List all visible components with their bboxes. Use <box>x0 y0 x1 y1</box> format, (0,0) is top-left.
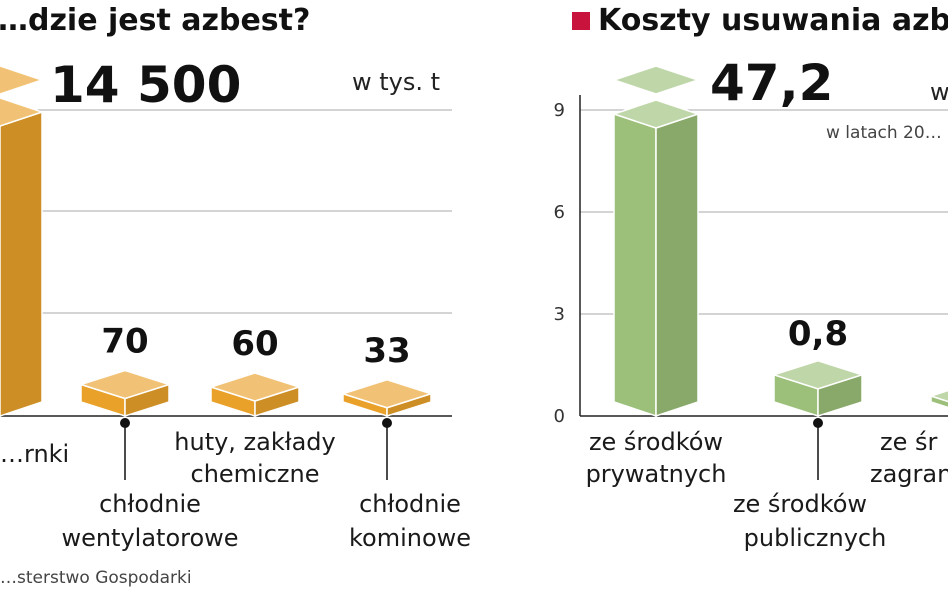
left-bar-0-break-cap-top <box>0 65 45 95</box>
right-bar-1 <box>771 360 865 418</box>
right-bar-0-value-label: 47,2 <box>710 54 833 112</box>
right-bar-0-break-cap-top <box>611 65 701 95</box>
left-callout-3-dot <box>382 418 392 428</box>
right-bar-0 <box>611 99 701 418</box>
right-category-2-line1: ze śr <box>880 428 937 456</box>
right-bar-0-top <box>611 99 701 129</box>
right-bar-0-side <box>655 112 699 418</box>
left-bar-0 <box>0 97 45 418</box>
left-bar-0-value-label: 14 500 <box>50 56 241 114</box>
right-category-0-line1: ze środków <box>589 428 723 456</box>
left-bar-0-top <box>0 97 45 127</box>
right-bar-2 <box>928 389 948 409</box>
left-chart-title: …dzie jest azbest? <box>0 3 310 38</box>
left-bar-2-top <box>208 372 302 402</box>
right-category-0-line2: prywatnych <box>586 460 727 488</box>
left-bar-2 <box>208 372 302 418</box>
left-category-3-line2: kominowe <box>349 524 471 552</box>
right-subtitle: w latach 20… <box>826 123 942 143</box>
right-y-tick-1: 3 <box>554 304 565 325</box>
right-category-2-line2: zagran <box>870 460 948 488</box>
right-bar-0-break-cap <box>611 65 701 95</box>
source-note: …sterstwo Gospodarki <box>0 568 192 588</box>
left-category-1-line1: chłodnie <box>99 490 201 518</box>
right-y-tick-2: 6 <box>554 202 565 223</box>
right-title-marker <box>572 12 590 30</box>
left-category-1-line2: wentylatorowe <box>61 524 238 552</box>
left-category-2-line1: huty, zakłady <box>174 428 335 456</box>
right-chart-title: Koszty usuwania azb… <box>598 3 948 38</box>
left-bar-0-side <box>0 110 43 417</box>
left-bar-3-value-label: 33 <box>363 331 410 371</box>
right-y-tick-3: 9 <box>554 100 565 121</box>
right-bar-2-front <box>930 394 948 409</box>
left-bar-2-value-label: 60 <box>231 324 278 364</box>
left-bar-3 <box>340 378 434 418</box>
right-unit-label: w… <box>930 78 948 106</box>
right-callout-1-dot <box>813 418 823 428</box>
left-category-0-label: …rnki <box>0 440 69 468</box>
left-callout-1-dot <box>120 418 130 428</box>
right-category-1-line2: publicznych <box>744 524 887 552</box>
right-y-tick-0: 0 <box>554 406 565 427</box>
left-category-2-line2: chemiczne <box>191 460 320 488</box>
right-bar-2-top <box>928 389 948 403</box>
left-bar-1-value-label: 70 <box>101 322 148 362</box>
left-bar-0-break-cap <box>0 65 45 95</box>
left-unit-label: w tys. t <box>352 68 440 96</box>
left-bar-3-top <box>340 378 434 409</box>
right-category-1-line1: ze środków <box>733 490 867 518</box>
right-bar-1-top <box>771 360 865 390</box>
right-bar-0-front <box>613 112 657 418</box>
right-bar-1-value-label: 0,8 <box>788 314 848 354</box>
left-bar-1-top <box>78 369 172 400</box>
left-bar-1 <box>78 369 172 418</box>
left-category-3-line1: chłodnie <box>359 490 461 518</box>
